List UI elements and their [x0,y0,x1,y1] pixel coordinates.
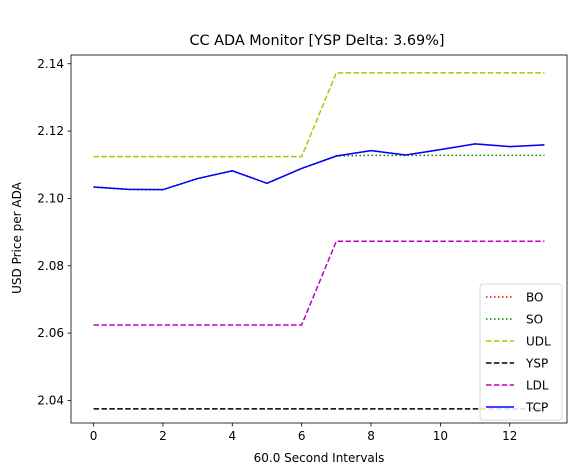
legend-label-bo: BO [526,291,543,305]
legend-label-ldl: LDL [526,379,549,393]
series-line-ldl [93,240,545,326]
x-tick-label: 10 [433,429,448,443]
legend: BO SO UDL YSP LDL TCP [479,283,563,421]
y-tick-label: 2.06 [37,326,64,340]
chart-title: CC ADA Monitor [YSP Delta: 3.69%] [190,33,445,49]
legend-label-tcp: TCP [525,401,548,415]
legend-box [479,283,563,421]
x-tick-label: 8 [367,429,375,443]
axes-frame [70,54,568,424]
legend-label-ysp: YSP [525,357,548,371]
y-tick-label: 2.14 [37,57,64,71]
y-axis-label: USD Price per ADA [10,181,24,294]
series-line-tcp [93,143,545,191]
x-tick-label: 2 [159,429,167,443]
x-axis-label: 60.0 Second Intervals [254,451,385,465]
legend-label-udl: UDL [526,335,551,349]
plot-area: 0 2 4 6 8 10 12 2.04 2.06 2.08 2.10 2.12 2.14 [37,54,568,443]
y-tick-label: 2.08 [37,259,64,273]
x-tick-label: 0 [90,429,98,443]
series-line-udl [93,72,545,158]
y-tick-label: 2.12 [37,124,64,138]
x-tick-label: 12 [502,429,517,443]
legend-label-so: SO [526,313,543,327]
y-tick-label: 2.04 [37,393,64,407]
x-tick-label: 4 [228,429,236,443]
y-tick-label: 2.10 [37,191,64,205]
x-tick-label: 6 [298,429,306,443]
